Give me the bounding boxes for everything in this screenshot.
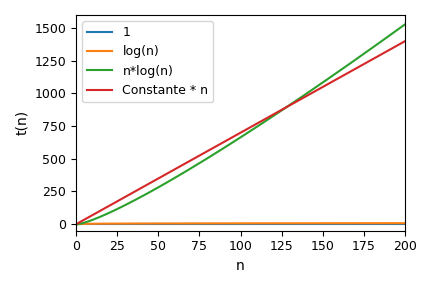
log(n)	[207, 222, 213, 225]
Legend: 1, log(n), n*log(n), Constante * n: 1, log(n), n*log(n), Constante * n	[83, 21, 213, 102]
n*log(n)	[219, 147, 225, 151]
Constante * n	[219, 141, 225, 145]
Y-axis label: t(n): t(n)	[15, 110, 29, 135]
n*log(n)	[336, 70, 341, 73]
log(n)	[75, 222, 80, 226]
1	[330, 222, 336, 226]
log(n)	[108, 222, 114, 225]
log(n)	[219, 221, 225, 225]
Line: n*log(n): n*log(n)	[78, 24, 405, 224]
1	[300, 222, 305, 226]
Constante * n	[207, 148, 213, 151]
log(n)	[403, 221, 408, 225]
n*log(n)	[75, 222, 80, 226]
n*log(n)	[207, 155, 213, 158]
1	[336, 222, 341, 226]
Constante * n	[300, 96, 305, 100]
Constante * n	[403, 39, 408, 43]
log(n)	[330, 221, 336, 225]
log(n)	[300, 221, 305, 225]
n*log(n)	[403, 22, 408, 26]
1	[219, 222, 225, 226]
Constante * n	[108, 203, 114, 206]
1	[75, 222, 80, 226]
X-axis label: n: n	[236, 259, 245, 273]
n*log(n)	[330, 74, 336, 77]
1	[207, 222, 213, 226]
Line: Constante * n: Constante * n	[78, 41, 405, 223]
Constante * n	[330, 79, 336, 83]
1	[108, 222, 114, 226]
1	[403, 222, 408, 226]
n*log(n)	[108, 210, 114, 214]
Constante * n	[336, 76, 341, 80]
Line: log(n): log(n)	[78, 223, 405, 224]
Constante * n	[75, 221, 80, 225]
n*log(n)	[300, 94, 305, 98]
log(n)	[336, 221, 341, 225]
